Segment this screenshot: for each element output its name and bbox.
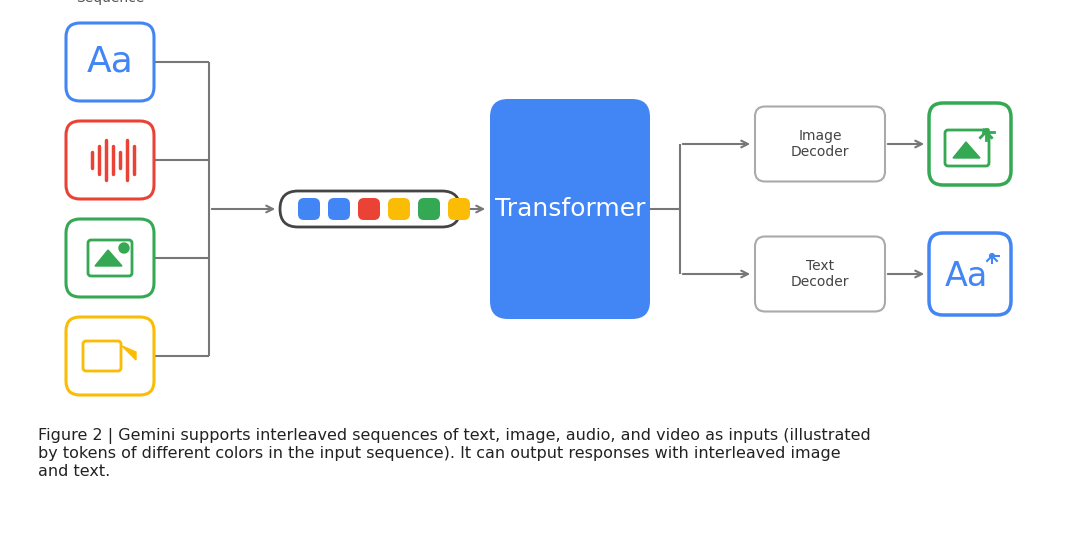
- FancyBboxPatch shape: [418, 198, 440, 220]
- FancyBboxPatch shape: [280, 191, 460, 227]
- FancyBboxPatch shape: [929, 233, 1011, 315]
- FancyBboxPatch shape: [66, 121, 154, 199]
- FancyBboxPatch shape: [66, 317, 154, 395]
- Text: Aa: Aa: [944, 260, 987, 294]
- FancyBboxPatch shape: [298, 198, 320, 220]
- FancyBboxPatch shape: [929, 103, 1011, 185]
- Polygon shape: [953, 142, 980, 158]
- FancyBboxPatch shape: [755, 236, 885, 311]
- Polygon shape: [95, 250, 122, 266]
- FancyBboxPatch shape: [328, 198, 350, 220]
- Text: Figure 2 | Gemini supports interleaved sequences of text, image, audio, and vide: Figure 2 | Gemini supports interleaved s…: [38, 428, 870, 479]
- FancyBboxPatch shape: [83, 341, 121, 371]
- FancyBboxPatch shape: [945, 130, 989, 166]
- Text: Input
Sequence: Input Sequence: [76, 0, 144, 5]
- Text: Aa: Aa: [86, 45, 133, 79]
- Text: Transformer: Transformer: [495, 197, 645, 221]
- FancyBboxPatch shape: [755, 107, 885, 182]
- Text: Image
Decoder: Image Decoder: [791, 129, 849, 159]
- FancyBboxPatch shape: [87, 240, 132, 276]
- FancyBboxPatch shape: [448, 198, 470, 220]
- FancyBboxPatch shape: [388, 198, 410, 220]
- FancyBboxPatch shape: [66, 219, 154, 297]
- Circle shape: [119, 243, 129, 253]
- Polygon shape: [122, 346, 136, 360]
- FancyBboxPatch shape: [66, 23, 154, 101]
- Text: Text
Decoder: Text Decoder: [791, 259, 849, 289]
- FancyBboxPatch shape: [490, 99, 650, 319]
- FancyBboxPatch shape: [357, 198, 380, 220]
